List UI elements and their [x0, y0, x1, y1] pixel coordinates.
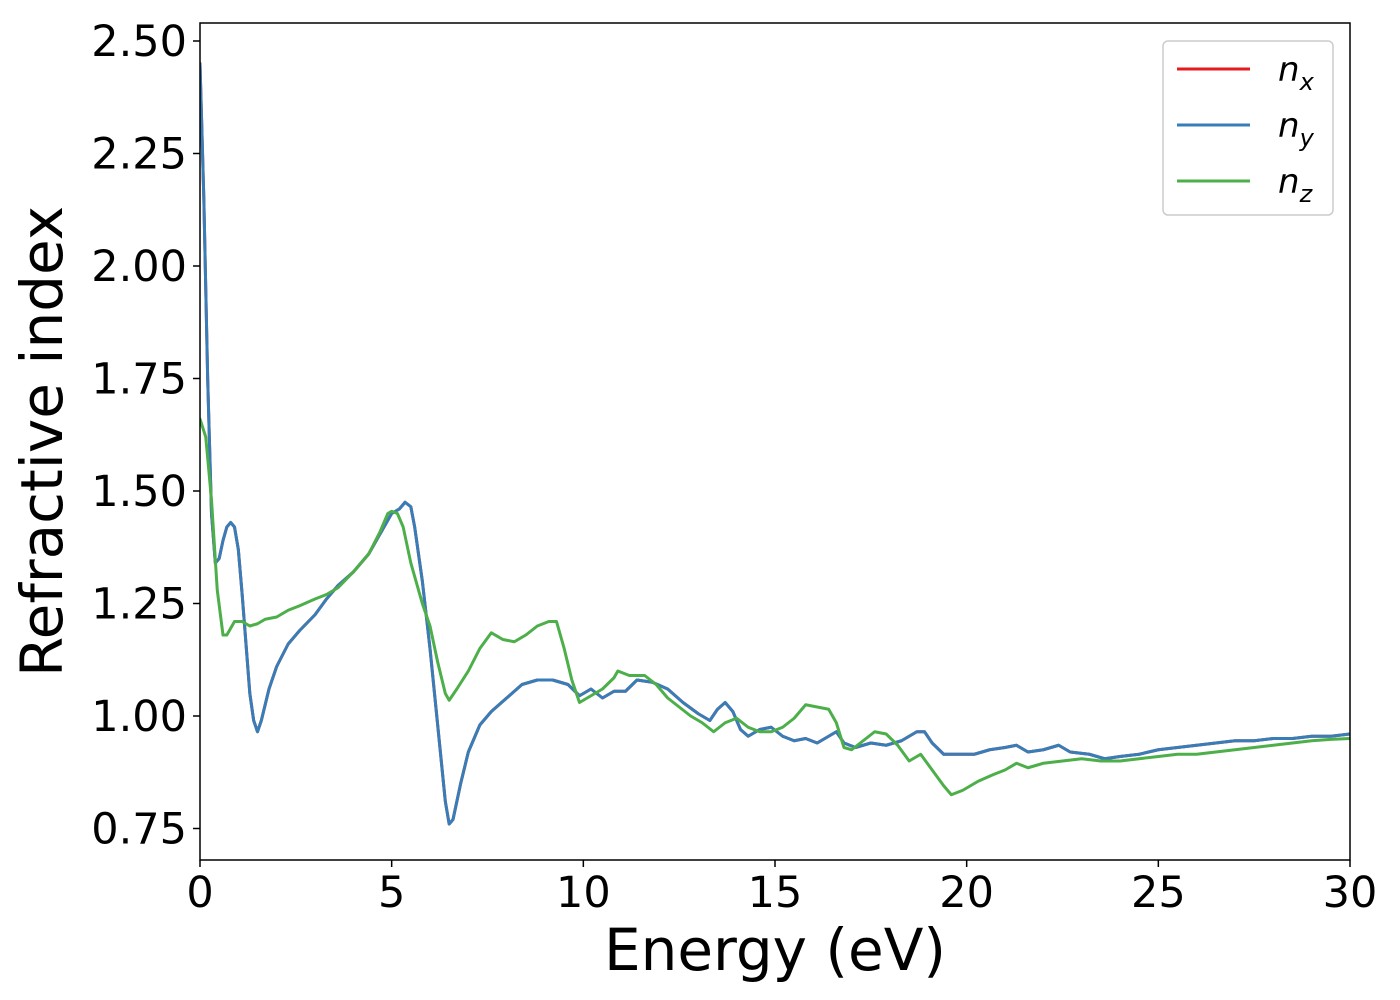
y-tick-label: 0.75	[91, 805, 187, 855]
x-tick-label: 0	[186, 868, 213, 918]
x-tick-label: 20	[939, 868, 994, 918]
legend-label-z: nz	[1278, 162, 1314, 208]
y-tick-label: 1.25	[91, 580, 187, 630]
legend-label-x: nx	[1278, 50, 1315, 96]
x-tick-label: 25	[1131, 868, 1186, 918]
y-tick-label: 2.00	[91, 242, 187, 292]
x-axis-title: Energy (eV)	[604, 916, 946, 984]
x-tick-label: 10	[556, 868, 611, 918]
legend-box	[1162, 40, 1334, 216]
legend-label-y: ny	[1278, 106, 1315, 152]
y-tick-label: 2.25	[91, 130, 187, 180]
x-axis-ticks: 0 5 10 15 20 25 30	[186, 860, 1377, 918]
y-axis-ticks: 0.75 1.00 1.25 1.50 1.75 2.00 2.25 2.50	[91, 17, 200, 855]
y-tick-label: 2.50	[91, 17, 187, 67]
series-line-y	[200, 62, 1350, 826]
x-tick-label: 30	[1323, 868, 1378, 918]
y-tick-label: 1.75	[91, 355, 187, 405]
series-line-z	[200, 417, 1350, 797]
x-tick-label: 5	[378, 868, 405, 918]
x-tick-label: 15	[748, 868, 803, 918]
series-layer	[200, 62, 1350, 826]
legend: nx ny nz	[1162, 40, 1334, 216]
y-axis-title: Refractive index	[8, 206, 76, 677]
y-tick-label: 1.00	[91, 692, 187, 742]
y-tick-label: 1.50	[91, 467, 187, 517]
